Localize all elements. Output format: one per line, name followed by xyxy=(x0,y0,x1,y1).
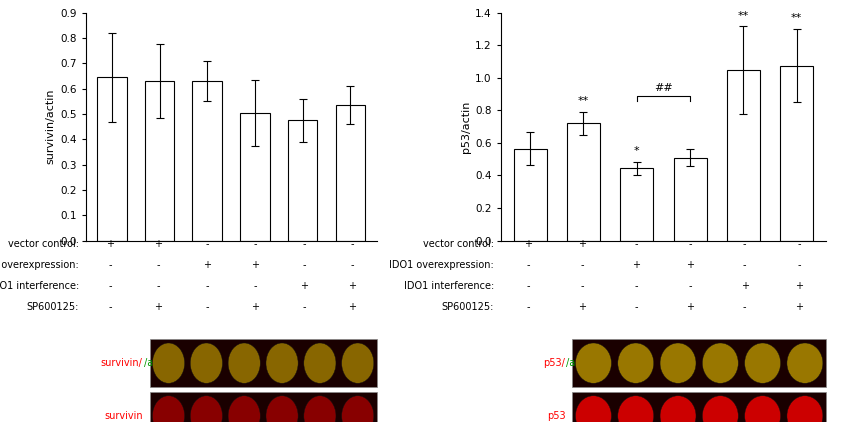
Text: -: - xyxy=(634,281,638,291)
Text: +: + xyxy=(203,260,211,270)
Text: **: ** xyxy=(791,13,802,23)
Text: *: * xyxy=(634,146,639,156)
Text: **: ** xyxy=(738,11,749,21)
Text: /actin: /actin xyxy=(144,358,171,368)
Text: -: - xyxy=(351,260,354,270)
Text: +: + xyxy=(348,281,356,291)
Text: -: - xyxy=(205,239,209,249)
Bar xyxy=(193,81,222,241)
Text: +: + xyxy=(578,239,586,249)
Y-axis label: survivin/actin: survivin/actin xyxy=(46,89,56,164)
Text: -: - xyxy=(743,260,746,270)
Text: survivin: survivin xyxy=(104,411,143,421)
Text: -: - xyxy=(689,239,693,249)
Text: IDO1 interference:: IDO1 interference: xyxy=(404,281,494,291)
Text: -: - xyxy=(797,239,800,249)
Text: -: - xyxy=(743,239,746,249)
Text: survivin/: survivin/ xyxy=(101,358,143,368)
Bar xyxy=(241,113,270,241)
Text: +: + xyxy=(524,239,532,249)
Text: +: + xyxy=(578,302,586,312)
Text: -: - xyxy=(302,239,306,249)
Text: survivin: survivin xyxy=(0,421,1,422)
Text: +: + xyxy=(252,260,259,270)
Bar xyxy=(514,149,547,241)
Text: -: - xyxy=(253,281,257,291)
Text: vector control:: vector control: xyxy=(423,239,494,249)
Text: -: - xyxy=(797,260,800,270)
Bar xyxy=(780,65,813,241)
Text: +: + xyxy=(300,281,308,291)
Y-axis label: p53/actin: p53/actin xyxy=(461,100,471,153)
Text: -: - xyxy=(580,260,584,270)
Bar xyxy=(727,70,760,241)
Text: -: - xyxy=(689,281,693,291)
Text: +: + xyxy=(154,302,163,312)
Text: -: - xyxy=(205,281,209,291)
Text: p53: p53 xyxy=(547,411,566,421)
Bar xyxy=(621,168,653,241)
Text: +: + xyxy=(348,302,356,312)
Text: p53/: p53/ xyxy=(544,358,566,368)
Text: -: - xyxy=(634,239,638,249)
Text: +: + xyxy=(687,302,694,312)
Text: -: - xyxy=(108,302,111,312)
Text: -: - xyxy=(580,281,584,291)
Text: -: - xyxy=(634,302,638,312)
Text: +: + xyxy=(795,302,803,312)
Bar xyxy=(97,77,127,241)
Text: B: B xyxy=(436,0,449,3)
Text: +: + xyxy=(154,239,163,249)
Text: -: - xyxy=(253,239,257,249)
Bar xyxy=(288,120,318,241)
Text: ##: ## xyxy=(654,83,673,93)
Text: +: + xyxy=(106,239,114,249)
Text: +: + xyxy=(252,302,259,312)
Text: -: - xyxy=(526,302,530,312)
Text: SP600125:: SP600125: xyxy=(27,302,79,312)
Text: +: + xyxy=(633,260,640,270)
Text: -: - xyxy=(157,281,160,291)
Text: -: - xyxy=(205,302,209,312)
Bar xyxy=(336,105,366,241)
Text: -: - xyxy=(157,260,160,270)
Bar xyxy=(145,81,175,241)
Text: SP600125:: SP600125: xyxy=(442,302,494,312)
Text: IDO1 interference:: IDO1 interference: xyxy=(0,281,79,291)
Text: A: A xyxy=(27,0,41,3)
Text: +: + xyxy=(795,281,803,291)
Text: -: - xyxy=(351,239,354,249)
Text: IDO1 overexpression:: IDO1 overexpression: xyxy=(0,260,79,270)
Text: /actin: /actin xyxy=(567,358,594,368)
Text: -: - xyxy=(743,302,746,312)
Bar xyxy=(674,157,706,241)
Text: p53: p53 xyxy=(0,421,1,422)
Text: -: - xyxy=(108,260,111,270)
Text: -: - xyxy=(302,302,306,312)
Text: +: + xyxy=(687,260,694,270)
Text: -: - xyxy=(302,260,306,270)
Text: vector control:: vector control: xyxy=(8,239,79,249)
Text: **: ** xyxy=(578,96,589,106)
Text: -: - xyxy=(526,281,530,291)
Text: IDO1 overexpression:: IDO1 overexpression: xyxy=(389,260,494,270)
Text: -: - xyxy=(108,281,111,291)
Text: +: + xyxy=(740,281,749,291)
Text: -: - xyxy=(526,260,530,270)
Bar xyxy=(567,123,600,241)
